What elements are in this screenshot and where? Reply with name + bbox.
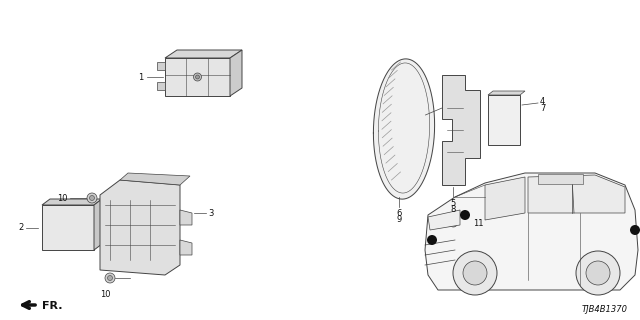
- Text: 2: 2: [19, 223, 24, 232]
- Circle shape: [460, 210, 470, 220]
- Polygon shape: [442, 75, 480, 185]
- Bar: [538, 174, 583, 184]
- Circle shape: [105, 273, 115, 283]
- Circle shape: [451, 221, 456, 225]
- Text: 5: 5: [451, 199, 456, 208]
- Text: 4: 4: [540, 97, 545, 106]
- Circle shape: [453, 251, 497, 295]
- Polygon shape: [157, 82, 165, 90]
- Polygon shape: [42, 205, 94, 250]
- Text: 9: 9: [396, 215, 402, 224]
- Polygon shape: [528, 175, 625, 213]
- Polygon shape: [180, 240, 192, 255]
- Polygon shape: [165, 50, 242, 58]
- Circle shape: [463, 261, 487, 285]
- Polygon shape: [428, 210, 460, 230]
- Circle shape: [108, 276, 113, 281]
- Text: TJB4B1370: TJB4B1370: [582, 305, 628, 314]
- Text: 11: 11: [474, 219, 484, 228]
- Text: 6: 6: [396, 209, 402, 218]
- Circle shape: [576, 251, 620, 295]
- Polygon shape: [120, 173, 190, 185]
- Polygon shape: [157, 62, 165, 70]
- Polygon shape: [100, 180, 180, 275]
- Circle shape: [90, 196, 95, 201]
- Text: 1: 1: [138, 73, 143, 82]
- Text: FR.: FR.: [42, 301, 63, 311]
- Polygon shape: [442, 220, 451, 226]
- Polygon shape: [488, 91, 525, 95]
- Text: 7: 7: [540, 103, 545, 113]
- Circle shape: [449, 219, 458, 227]
- Text: 8: 8: [451, 205, 456, 214]
- Circle shape: [195, 75, 200, 79]
- Polygon shape: [373, 59, 435, 199]
- Polygon shape: [230, 50, 242, 96]
- Polygon shape: [180, 210, 192, 225]
- Polygon shape: [165, 58, 230, 96]
- Polygon shape: [425, 173, 638, 290]
- Circle shape: [193, 73, 202, 81]
- Circle shape: [427, 235, 437, 245]
- Circle shape: [87, 193, 97, 203]
- Polygon shape: [94, 199, 102, 250]
- Bar: [488, 95, 520, 145]
- Circle shape: [630, 225, 640, 235]
- Polygon shape: [485, 177, 525, 220]
- Circle shape: [586, 261, 610, 285]
- Text: 3: 3: [208, 209, 213, 218]
- Polygon shape: [42, 199, 102, 205]
- Text: 10: 10: [58, 194, 68, 203]
- Text: 10: 10: [100, 290, 110, 299]
